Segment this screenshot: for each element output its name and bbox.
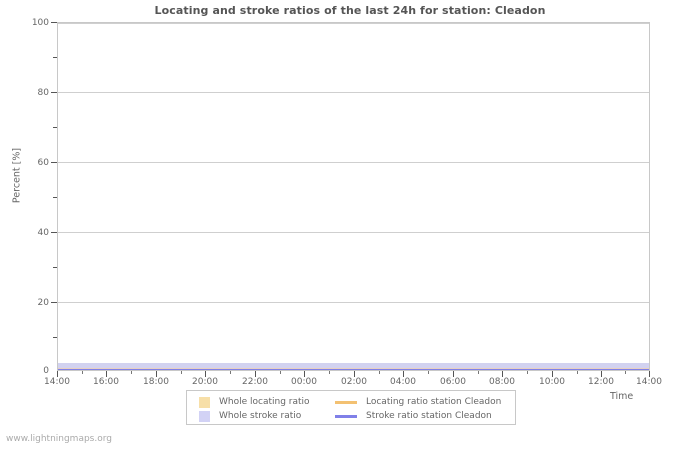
y-tick-label-80: 80 <box>37 88 49 98</box>
legend-label-whole-stroke-ratio: Whole stroke ratio <box>219 411 302 421</box>
y-tick-major-80 <box>51 92 58 93</box>
legend-swatch-stroke-ratio-station-icon <box>335 414 357 418</box>
x-tick-22-00 <box>255 371 256 377</box>
y-tick-minor-70 <box>53 127 58 128</box>
y-axis-label: Percent [%] <box>11 147 23 204</box>
legend-label-whole-locating-ratio: Whole locating ratio <box>219 397 310 407</box>
x-tick-08-00 <box>502 371 503 377</box>
x-tick-16-00 <box>106 371 107 377</box>
y-tick-minor-90 <box>53 57 58 58</box>
x-tick-minor-07-00 <box>478 371 479 374</box>
x-tick-label-5: 00:00 <box>291 377 317 387</box>
y-tick-label-40: 40 <box>37 228 49 238</box>
legend-label-locating-ratio-station: Locating ratio station Cleadon <box>366 397 502 407</box>
y-tick-major-60 <box>51 162 58 163</box>
legend-swatch-whole-locating-ratio-icon <box>199 396 210 408</box>
y-tick-major-40 <box>51 232 58 233</box>
x-tick-14-00-start <box>57 371 58 377</box>
x-tick-18-00 <box>156 371 157 377</box>
x-tick-label-3: 20:00 <box>192 377 218 387</box>
series-area-whole-stroke-ratio <box>58 363 649 368</box>
legend-entry-whole-stroke-ratio: Whole stroke ratio <box>199 408 301 424</box>
y-tick-label-20: 20 <box>37 298 49 308</box>
y-tick-major-20 <box>51 302 58 303</box>
x-tick-00-00 <box>304 371 305 377</box>
x-tick-label-6: 02:00 <box>341 377 367 387</box>
watermark: www.lightningmaps.org <box>6 434 112 444</box>
y-tick-label-60: 60 <box>37 158 49 168</box>
x-tick-minor-11-00 <box>577 371 578 374</box>
x-tick-minor-15-00 <box>82 371 83 374</box>
gridline-60 <box>58 162 649 163</box>
x-tick-20-00 <box>205 371 206 377</box>
y-tick-minor-10 <box>53 337 58 338</box>
legend-entry-stroke-ratio-station: Stroke ratio station Cleadon <box>335 408 492 424</box>
y-tick-minor-50 <box>53 197 58 198</box>
x-tick-label-2: 18:00 <box>143 377 169 387</box>
x-tick-minor-19-00 <box>181 371 182 374</box>
x-tick-label-9: 08:00 <box>489 377 515 387</box>
gridline-40 <box>58 232 649 233</box>
x-tick-12-00 <box>601 371 602 377</box>
legend-swatch-locating-ratio-station-icon <box>335 400 357 404</box>
gridline-20 <box>58 302 649 303</box>
x-tick-label-11: 12:00 <box>588 377 614 387</box>
y-tick-label-100: 100 <box>31 18 49 28</box>
x-tick-10-00 <box>552 371 553 377</box>
x-tick-label-10: 10:00 <box>539 377 565 387</box>
y-tick-major-100 <box>51 22 58 23</box>
chart-legend: Whole locating ratio Whole stroke ratio … <box>186 390 516 425</box>
x-tick-02-00 <box>354 371 355 377</box>
x-tick-label-8: 06:00 <box>440 377 466 387</box>
x-tick-minor-03-00 <box>379 371 380 374</box>
x-tick-label-0: 14:00 <box>44 377 70 387</box>
x-tick-minor-13-00 <box>625 371 626 374</box>
x-tick-label-1: 16:00 <box>93 377 119 387</box>
x-axis-label: Time <box>610 391 634 402</box>
x-tick-label-7: 04:00 <box>390 377 416 387</box>
x-tick-06-00 <box>453 371 454 377</box>
x-tick-04-00 <box>403 371 404 377</box>
x-tick-label-4: 22:00 <box>242 377 268 387</box>
y-tick-label-0: 0 <box>43 366 49 376</box>
x-tick-minor-09-00 <box>527 371 528 374</box>
chart-title: Locating and stroke ratios of the last 2… <box>154 4 546 17</box>
x-tick-label-12: 14:00 <box>636 377 662 387</box>
plot-area <box>57 22 650 371</box>
x-tick-minor-05-00 <box>428 371 429 374</box>
legend-entry-whole-locating-ratio: Whole locating ratio <box>199 394 310 410</box>
x-tick-minor-23-00 <box>280 371 281 374</box>
series-line-stroke-ratio-station <box>58 369 649 370</box>
legend-entry-locating-ratio-station: Locating ratio station Cleadon <box>335 394 501 410</box>
y-tick-minor-30 <box>53 267 58 268</box>
gridline-100 <box>58 23 649 24</box>
gridline-80 <box>58 92 649 93</box>
legend-label-stroke-ratio-station: Stroke ratio station Cleadon <box>366 411 492 421</box>
x-tick-minor-17-00 <box>131 371 132 374</box>
x-tick-minor-21-00 <box>230 371 231 374</box>
legend-swatch-whole-stroke-ratio-icon <box>199 410 210 422</box>
x-tick-minor-01-00 <box>329 371 330 374</box>
x-tick-14-00-end <box>649 371 650 377</box>
